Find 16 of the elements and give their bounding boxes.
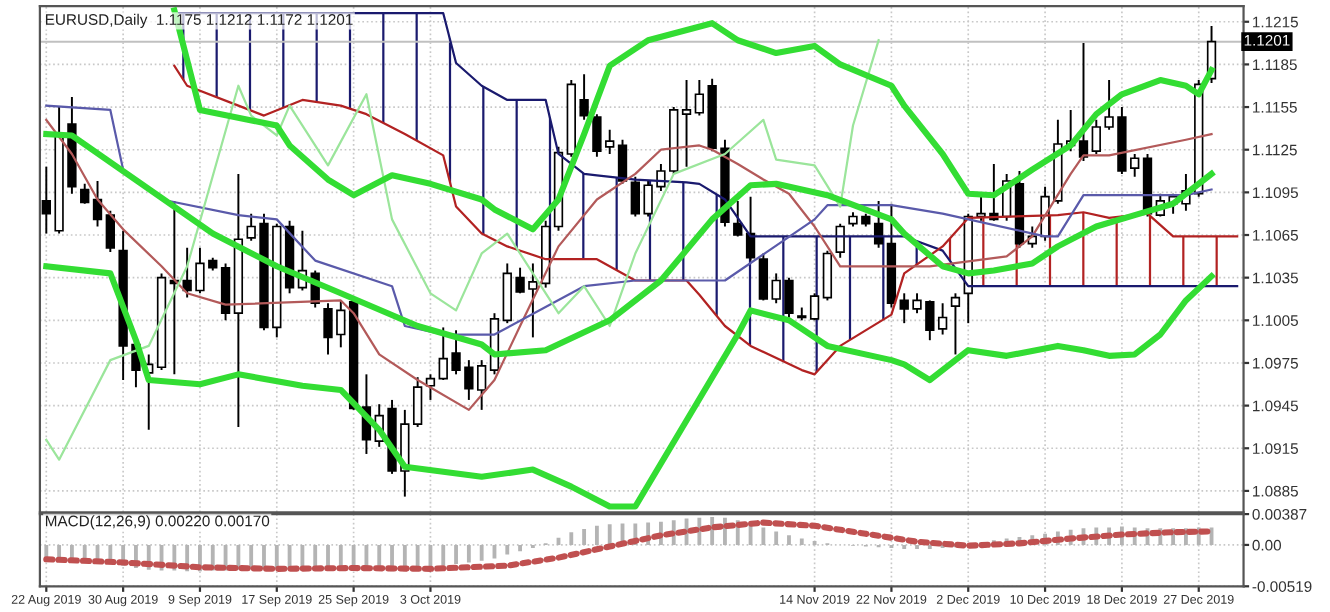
candlestick <box>681 79 692 168</box>
candlestick <box>758 252 769 302</box>
candlestick <box>809 292 820 322</box>
candlestick <box>425 373 436 401</box>
candlestick <box>220 262 231 322</box>
line-series <box>43 263 1215 510</box>
candlestick <box>950 292 961 356</box>
line-series <box>43 131 1215 358</box>
line-series <box>45 39 880 461</box>
candlestick <box>80 182 90 205</box>
line-series <box>45 118 1213 411</box>
candlestick <box>733 199 743 238</box>
line-series <box>43 519 1215 572</box>
line-series <box>45 104 1213 336</box>
candlestick <box>105 209 116 254</box>
candlestick <box>822 249 833 302</box>
